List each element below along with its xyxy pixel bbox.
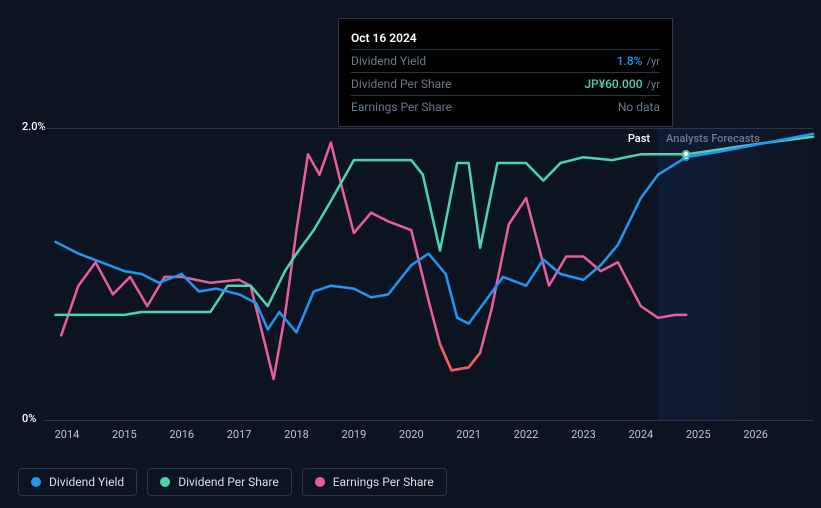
legend-item-dividend-per-share[interactable]: Dividend Per Share xyxy=(147,468,292,496)
chart-lines xyxy=(44,128,813,420)
x-axis-tick: 2018 xyxy=(284,428,309,441)
tooltip-metric-value: No data xyxy=(618,100,660,114)
tooltip-date: Oct 16 2024 xyxy=(351,27,660,50)
x-axis-tick: 2021 xyxy=(456,428,481,441)
x-axis-tick: 2015 xyxy=(112,428,137,441)
legend-label: Earnings Per Share xyxy=(333,475,434,489)
legend-label: Dividend Per Share xyxy=(178,475,279,489)
x-axis-tick: 2026 xyxy=(743,428,768,441)
tooltip-metric-value: 1.8%/yr xyxy=(617,54,660,68)
x-axis-tick: 2023 xyxy=(571,428,596,441)
x-axis-tick: 2017 xyxy=(227,428,252,441)
legend-item-earnings-per-share[interactable]: Earnings Per Share xyxy=(302,468,447,496)
x-axis-tick: 2022 xyxy=(514,428,539,441)
x-axis-tick: 2014 xyxy=(55,428,80,441)
series-line-earnings-per-share xyxy=(61,143,658,380)
x-axis-tick: 2020 xyxy=(399,428,424,441)
x-axis-tick: 2024 xyxy=(628,428,653,441)
y-axis-label: 2.0% xyxy=(22,120,46,133)
legend-label: Dividend Yield xyxy=(49,475,124,489)
series-line-dividend-yield xyxy=(56,175,659,333)
legend-dot-icon xyxy=(160,477,170,487)
tooltip-row: Earnings Per Share No data xyxy=(351,96,660,118)
x-axis-tick: 2019 xyxy=(342,428,367,441)
gridline xyxy=(44,420,813,421)
x-axis-tick: 2016 xyxy=(169,428,194,441)
legend: Dividend Yield Dividend Per Share Earnings… xyxy=(18,468,447,496)
tooltip-panel: Oct 16 2024 Dividend Yield1.8%/yrDividen… xyxy=(338,18,673,127)
tooltip-metric-label: Dividend Yield xyxy=(351,54,426,68)
chart-marker xyxy=(682,150,690,158)
legend-dot-icon xyxy=(315,477,325,487)
legend-dot-icon xyxy=(31,477,41,487)
chart-container: 2.0%0% Past Analysts Forecasts 201420152… xyxy=(18,108,813,448)
y-axis-label: 0% xyxy=(22,412,36,425)
tooltip-metric-label: Earnings Per Share xyxy=(351,100,452,114)
tooltip-metric-value: JP¥60.000/yr xyxy=(584,77,660,91)
tooltip-metric-label: Dividend Per Share xyxy=(351,77,452,91)
x-axis: 2014 2015 2016 2017 2018 2019 2020 2021 2022 2023… xyxy=(44,428,813,446)
tooltip-row: Dividend Yield 1.8%/yr xyxy=(351,50,660,73)
tooltip-row: Dividend Per Share JP¥60.000/yr xyxy=(351,73,660,96)
x-axis-tick: 2025 xyxy=(686,428,711,441)
chart-plot-area[interactable]: Past Analysts Forecasts xyxy=(44,128,813,420)
legend-item-dividend-yield[interactable]: Dividend Yield xyxy=(18,468,137,496)
